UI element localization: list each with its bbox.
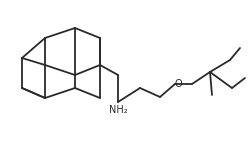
Text: O: O — [174, 79, 182, 89]
Text: NH₂: NH₂ — [109, 105, 127, 115]
